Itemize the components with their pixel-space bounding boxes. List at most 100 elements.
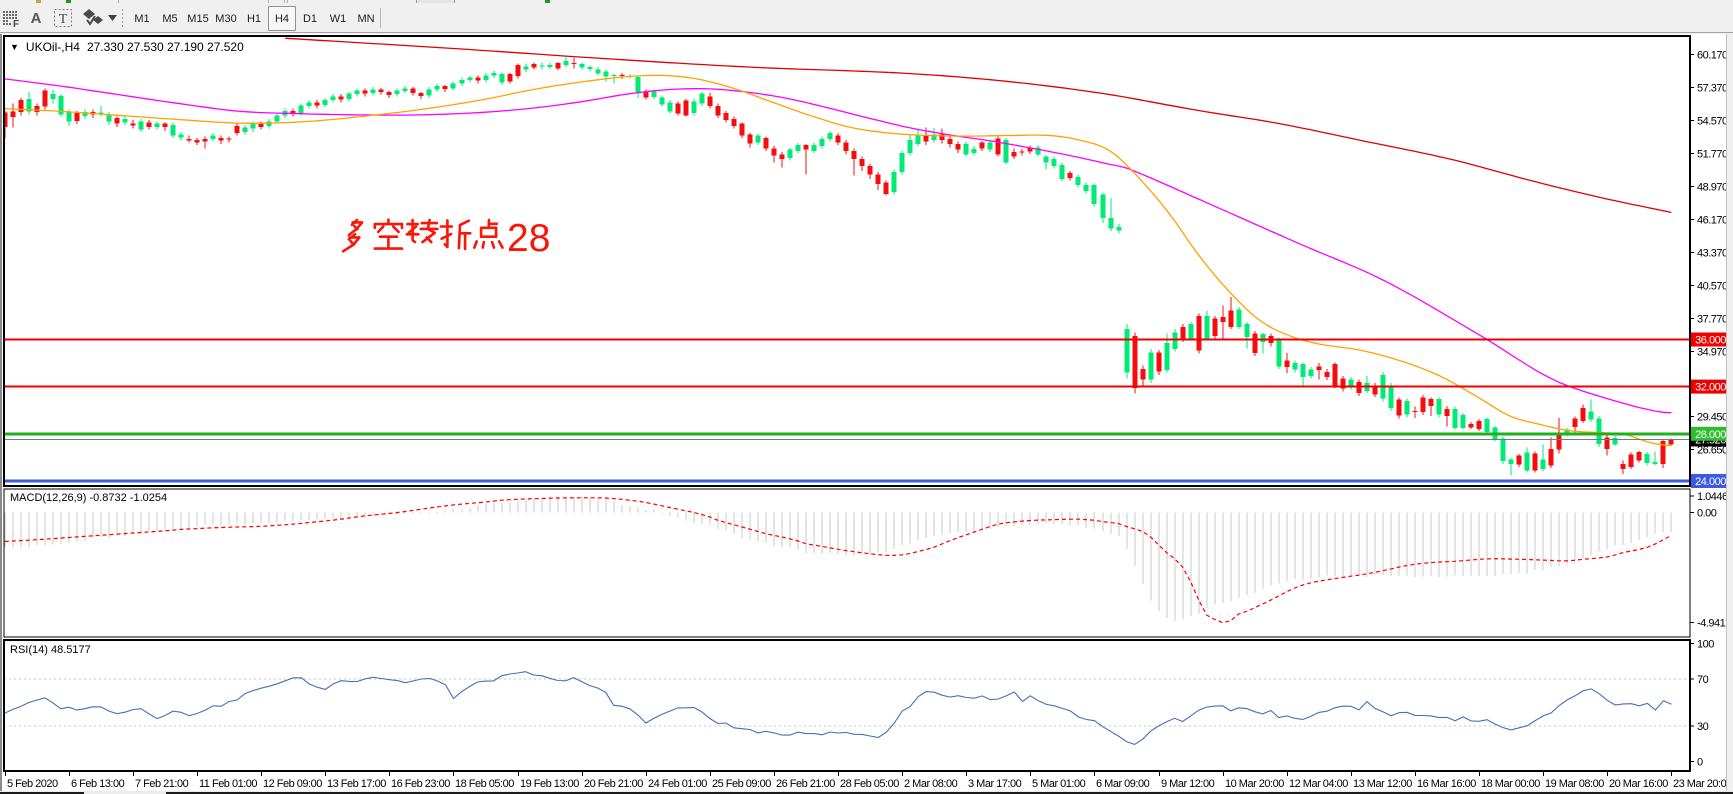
time-tick-label: 3 Mar 17:00: [968, 778, 1022, 790]
price-tick-label: 46.170: [1697, 215, 1728, 227]
svg-text:36.000: 36.000: [1695, 334, 1726, 346]
svg-text:24.000: 24.000: [1695, 476, 1726, 488]
dropdown-arrow-icon[interactable]: [106, 6, 118, 30]
macd-indicator-label: MACD(12,26,9) -0.8732 -1.0254: [10, 492, 168, 504]
rsi-line: [4, 671, 1672, 746]
time-tick-label: 7 Feb 21:00: [135, 778, 189, 790]
timeframe-button-d1[interactable]: D1: [302, 12, 318, 25]
toolbar-row-upper: [0, 0, 1733, 3]
rsi-axis-label: 70: [1697, 674, 1709, 686]
time-tick-label: 23 Mar 20:00: [1673, 778, 1732, 790]
toolbar-sliver-separator: [287, 0, 288, 3]
text-label-icon[interactable]: T: [52, 6, 74, 30]
window-bottom-edge: [0, 791, 1733, 794]
shapes-icon[interactable]: [80, 6, 106, 30]
time-tick-label: 16 Feb 23:00: [391, 778, 450, 790]
time-tick-label: 12 Mar 04:00: [1289, 778, 1348, 790]
rsi-panel: [4, 671, 1690, 746]
macd-axis-label: 0.00: [1697, 508, 1717, 520]
time-tick-label: 9 Mar 12:00: [1161, 778, 1215, 790]
chart-title: ▼ UKOil-,H4 27.330 27.530 27.190 27.520: [10, 39, 244, 54]
time-tick-label: 20 Feb 21:00: [584, 778, 643, 790]
timeframe-buttons: M1 M5 M15 M30 H1 H4 D1 W1 MN: [128, 6, 380, 31]
bottom-edge-segment: [166, 792, 1733, 794]
rsi-indicator-label: RSI(14) 48.5177: [10, 644, 91, 656]
svg-text:28.000: 28.000: [1695, 429, 1726, 441]
chart-title-ohlc: 27.330 27.530 27.190 27.520: [86, 39, 244, 54]
time-tick-label: 28 Feb 05:00: [840, 778, 899, 790]
price-badge-32.000: 32.000: [1691, 379, 1730, 394]
price-tick-label: 29.450: [1697, 412, 1728, 424]
macd-histogram: [4, 496, 1672, 622]
annotation-number: 28: [507, 217, 550, 260]
time-tick-label: 25 Feb 09:00: [712, 778, 771, 790]
price-tick-label: 48.970: [1697, 182, 1728, 194]
time-tick-label: 19 Mar 08:00: [1545, 778, 1604, 790]
annotation-glyph-kong: [373, 218, 404, 250]
timeframe-button-mn[interactable]: MN: [357, 12, 375, 25]
timeframe-button-m5[interactable]: M5: [162, 12, 178, 25]
toolbar-sliver-icon: [545, 0, 550, 3]
ma-medium-ma: [4, 78, 1672, 414]
svg-text:32.000: 32.000: [1695, 382, 1726, 394]
bottom-edge-segment: [0, 792, 84, 794]
timeframe-button-m30[interactable]: M30: [215, 12, 237, 25]
ma-slow-ma: [285, 37, 1672, 214]
price-tick-label: 37.770: [1697, 314, 1728, 326]
ma-fast-ma: [4, 74, 1672, 447]
price-badge-24.000: 24.000: [1691, 474, 1730, 488]
toolbar-sliver-icon: [66, 0, 71, 3]
annotation-glyph-duo: [341, 218, 364, 253]
time-tick-label: 13 Feb 17:00: [327, 778, 386, 790]
timeframe-button-m1[interactable]: M1: [134, 12, 150, 25]
timeframe-button-h4[interactable]: H4: [268, 6, 296, 31]
toolbar-grip[interactable]: [121, 9, 124, 27]
font-grid-icon[interactable]: F: [2, 6, 22, 30]
time-tick-label: 6 Feb 13:00: [71, 778, 125, 790]
macd-signal-line: [4, 497, 1672, 624]
price-tick-label: 26.650: [1697, 445, 1728, 457]
annotation-glyph-dian: [473, 218, 504, 249]
time-axis: 5 Feb 2020 6 Feb 13:00 7 Feb 21:00 11 Feb 0…: [5, 771, 1733, 790]
price-axis: 60.170 57.370 54.570 51.770 48.970 46.170 43.3…: [1690, 50, 1732, 769]
macd-axis-label: -4.9417: [1697, 618, 1731, 630]
rsi-axis-label: 0: [1697, 757, 1703, 769]
insert-text-icon[interactable]: A: [30, 9, 42, 27]
svg-text:T: T: [59, 12, 68, 27]
annotation-text[interactable]: 多空转折点28 28: [336, 214, 576, 260]
price-tick-label: 40.570: [1697, 281, 1728, 293]
time-tick-label: 10 Mar 20:00: [1225, 778, 1284, 790]
timeframe-button-m15[interactable]: M15: [187, 12, 209, 25]
price-tick-label: 34.970: [1697, 347, 1728, 359]
rsi-axis-label: 100: [1697, 638, 1714, 650]
annotation-glyph-zhe: [439, 219, 472, 251]
price-tick-label: 51.770: [1697, 149, 1728, 161]
main-price-chart: [4, 37, 1690, 483]
panel-frames: [3, 35, 1691, 772]
time-tick-label: 2 Mar 08:00: [904, 778, 958, 790]
time-tick-label: 18 Feb 05:00: [455, 778, 514, 790]
toolbar-sliver-button: [268, 0, 285, 3]
price-tick-label: 57.370: [1697, 83, 1728, 95]
right-scroll-column: [1726, 34, 1733, 794]
svg-text:F: F: [13, 19, 19, 28]
macd-panel: [4, 496, 1672, 624]
time-tick-label: 11 Feb 01:00: [199, 778, 257, 790]
time-tick-label: 19 Feb 13:00: [520, 778, 579, 790]
collapse-triangle-icon[interactable]: ▼: [10, 41, 19, 52]
time-tick-label: 6 Mar 09:00: [1096, 778, 1150, 790]
toolbar: F A T M1 M5 M15 M30 H1 H4 D1 W1 MN: [0, 3, 1733, 33]
time-tick-label: 20 Mar 16:00: [1609, 778, 1668, 790]
time-tick-label: 5 Feb 2020: [7, 778, 58, 790]
rsi-axis-label: 30: [1697, 721, 1709, 733]
timeframe-button-w1[interactable]: W1: [329, 12, 347, 25]
timeframe-button-h1[interactable]: H1: [246, 12, 262, 25]
candles: [4, 57, 1674, 476]
toolbar-sliver-icon: [36, 0, 41, 3]
toolbar-sliver-separator: [118, 0, 119, 3]
time-tick-label: 16 Mar 16:00: [1417, 778, 1476, 790]
toolbar-sliver-button-pressed: [416, 0, 455, 3]
time-tick-label: 13 Mar 12:00: [1353, 778, 1412, 790]
